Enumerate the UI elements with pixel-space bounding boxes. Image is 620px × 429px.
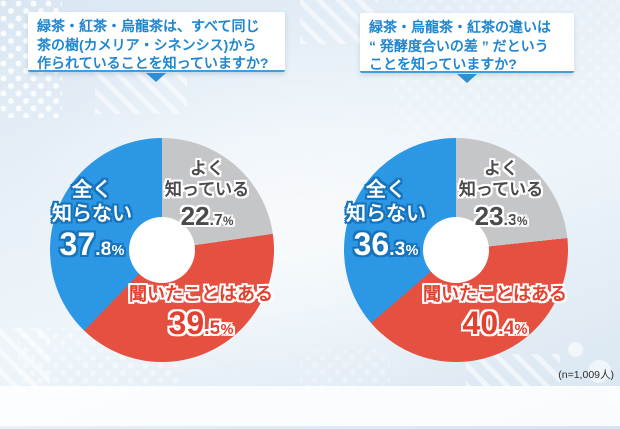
segment-label-unknown: 全く 知らない 36.3%	[330, 178, 442, 268]
circle-decoration	[568, 342, 583, 357]
segment-label-line: 知っている	[458, 180, 544, 199]
segment-percent: 39.5%	[116, 306, 286, 347]
segment-percent: 40.4%	[410, 306, 580, 347]
percent-int: 36	[353, 226, 390, 262]
segment-label-line: 知っている	[164, 180, 250, 199]
question-box-right: 緑茶・烏龍茶・紅茶の違いは “ 発酵度合いの差 ” だという ことを知っています…	[360, 13, 574, 73]
question-line: “ 発酵度合いの差 ” だという	[369, 37, 549, 54]
question-line: ことを知っていますか?	[369, 56, 517, 72]
segment-label-line: 知らない	[346, 203, 426, 225]
percent-dec: .3	[503, 211, 517, 229]
percent-int: 40	[462, 305, 499, 341]
circle-decoration	[588, 360, 611, 383]
percent-sign: %	[111, 243, 125, 259]
donut-hole	[423, 217, 489, 283]
segment-label-line: 全く	[72, 179, 112, 201]
segment-label-line: 知らない	[52, 203, 132, 225]
dots-pattern	[300, 350, 390, 390]
donut-hole	[129, 217, 195, 283]
percent-dec: .8	[95, 238, 112, 260]
donut-chart-left: よく 知っている 22.7% 全く 知らない 37.8% 聞いたことはある 39…	[50, 138, 274, 362]
segment-label-line: よく	[190, 159, 224, 178]
segment-label-heard: 聞いたことはある 40.4%	[410, 282, 580, 347]
percent-sign: %	[405, 243, 419, 259]
percent-int: 39	[168, 305, 205, 341]
percent-sign: %	[222, 215, 234, 228]
segment-label-line: よく	[484, 159, 518, 178]
segment-percent: 37.8%	[36, 227, 148, 268]
percent-dec: .4	[498, 317, 515, 339]
question-line: 緑茶・紅茶・烏龍茶は、すべて同じ	[37, 18, 260, 34]
stripes-pattern	[466, 354, 560, 388]
segment-percent: 36.3%	[330, 227, 442, 268]
segment-label-line: 聞いたことはある	[423, 284, 567, 304]
pointer-triangle-icon	[146, 73, 166, 82]
segment-label-line: 全く	[366, 179, 406, 201]
segment-label-line: 聞いたことはある	[129, 284, 273, 304]
percent-sign: %	[514, 322, 528, 338]
percent-int: 22	[180, 201, 210, 231]
percent-dec: .3	[389, 238, 406, 260]
percent-sign: %	[516, 215, 528, 228]
segment-label-heard: 聞いたことはある 39.5%	[116, 282, 286, 347]
percent-dec: .5	[204, 317, 221, 339]
percent-dec: .7	[209, 211, 223, 229]
stripes-pattern	[95, 72, 187, 114]
question-line: 茶の樹(カメリア・シネンシス)から	[37, 36, 257, 53]
donut-chart-right: よく 知っている 23.3% 全く 知らない 36.3% 聞いたことはある 40…	[344, 138, 568, 362]
segment-label-known: よく 知っている 23.3%	[440, 158, 562, 237]
segment-label-known: よく 知っている 22.7%	[146, 158, 268, 237]
question-line: 作られていることを知っていますか?	[37, 55, 269, 71]
survey-footer: 《調査概要:「お茶の違い」に関する調査》 ・調査期間:2025年10月16日(木…	[0, 386, 620, 426]
segment-percent: 22.7%	[146, 201, 268, 237]
question-box-left: 緑茶・紅茶・烏龍茶は、すべて同じ 茶の樹(カメリア・シネンシス)から 作られてい…	[28, 12, 285, 72]
percent-sign: %	[220, 322, 234, 338]
segment-percent: 23.3%	[440, 201, 562, 237]
percent-int: 23	[474, 201, 504, 231]
stripes-pattern	[0, 328, 50, 394]
pointer-triangle-icon	[457, 74, 477, 83]
percent-int: 37	[59, 226, 96, 262]
sample-size-note: (n=1,009人)	[558, 369, 614, 381]
question-line: 緑茶・烏龍茶・紅茶の違いは	[369, 19, 551, 35]
segment-label-unknown: 全く 知らない 37.8%	[36, 178, 148, 268]
